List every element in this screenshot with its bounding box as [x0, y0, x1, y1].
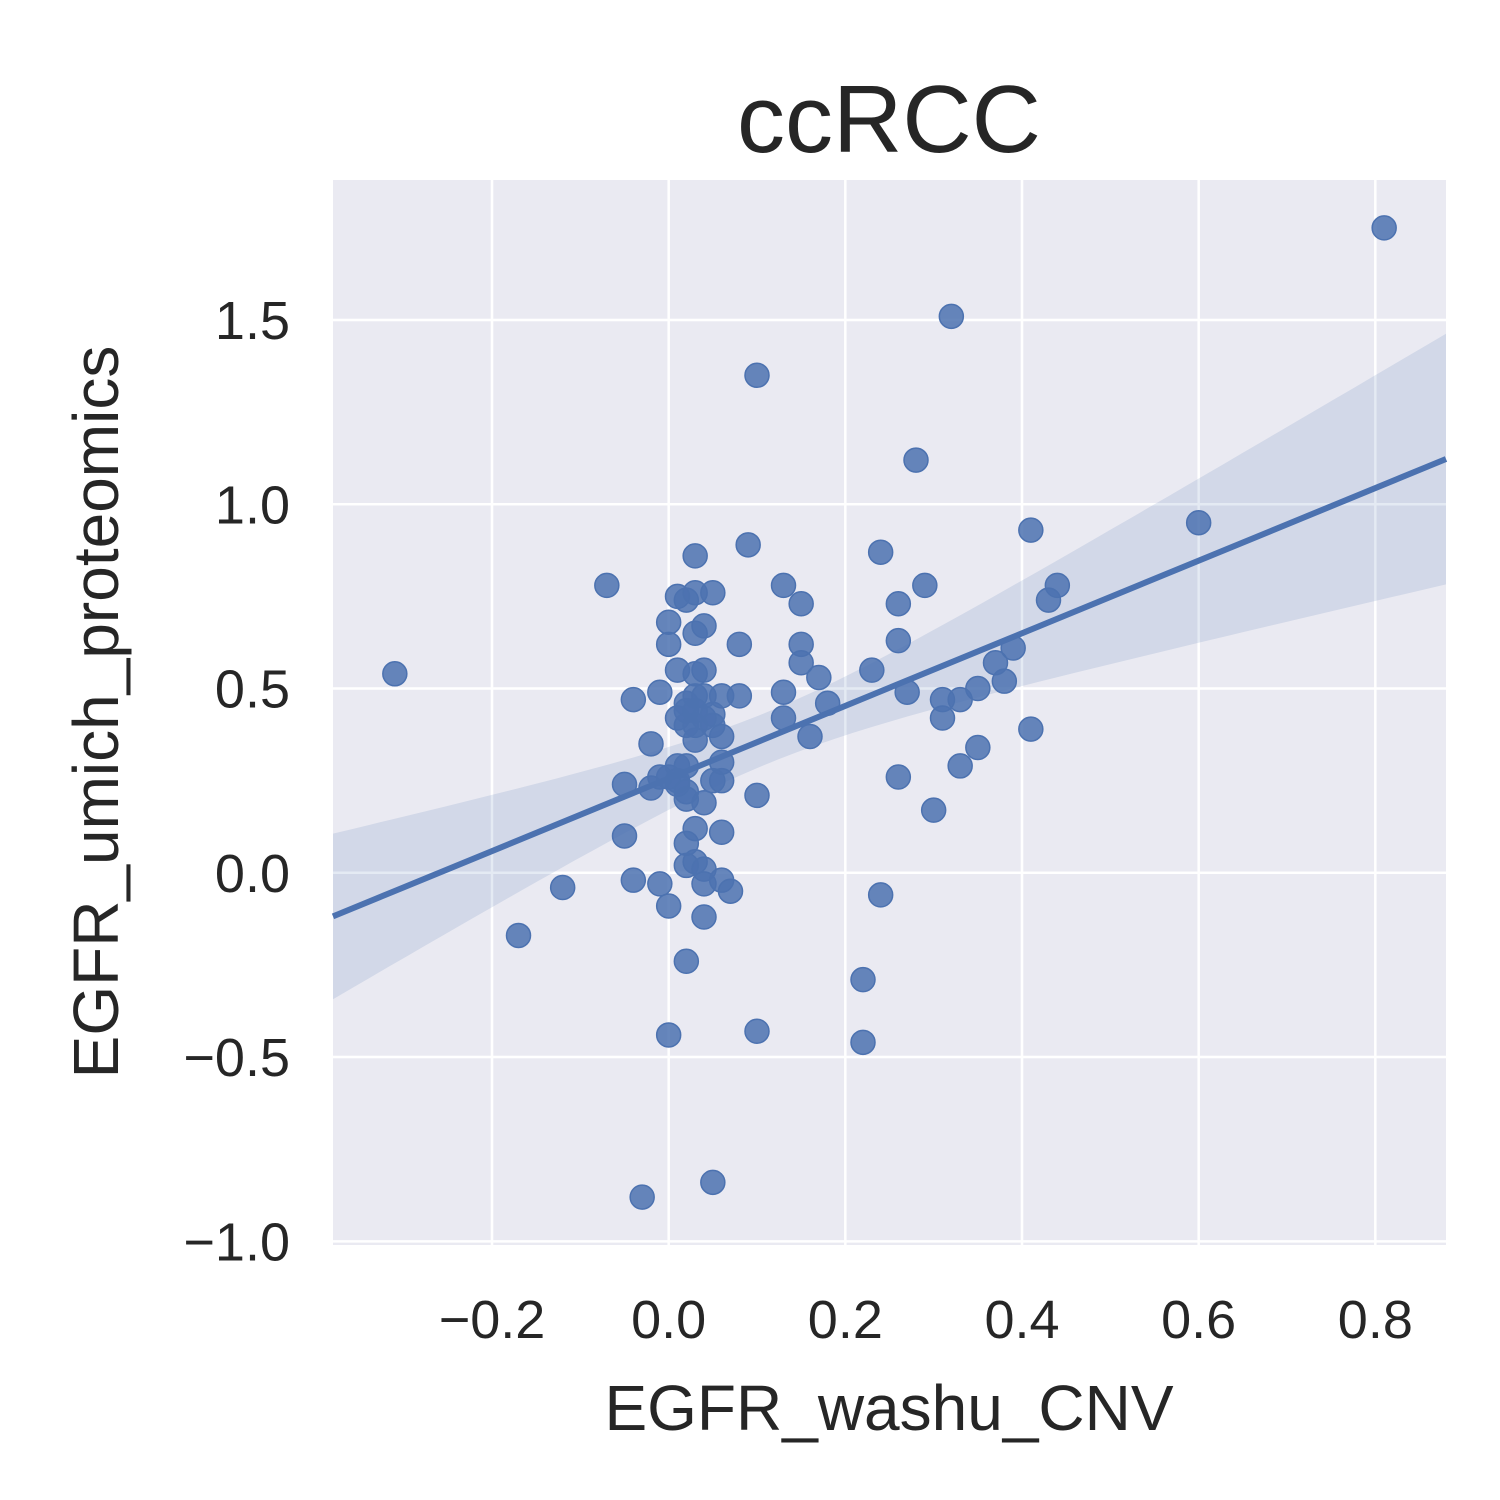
data-point [929, 705, 956, 731]
y-tick-label: 0.0 [215, 844, 290, 904]
data-point [505, 922, 532, 949]
data-point [814, 690, 841, 717]
data-point [673, 948, 700, 974]
data-point [691, 790, 717, 816]
data-point [797, 723, 823, 750]
data-point [850, 1029, 876, 1056]
data-point [806, 664, 832, 691]
data-point [655, 631, 682, 658]
data-point [655, 893, 682, 919]
x-tick-label: 0.6 [1161, 1290, 1236, 1350]
confidence-band [333, 333, 1446, 1000]
data-point [894, 679, 920, 705]
data-point [788, 650, 814, 676]
confidence-band-area [333, 333, 1446, 1000]
y-tick-labels: −1.0 −0.5 0.0 0.5 1.0 1.5 [183, 291, 290, 1272]
y-tick-label: −1.0 [183, 1212, 290, 1272]
data-point [735, 532, 761, 558]
data-point [726, 683, 753, 709]
data-point [1185, 509, 1212, 536]
data-point [1035, 587, 1062, 613]
data-point [885, 764, 912, 790]
x-tick-label: −0.2 [439, 1290, 546, 1350]
x-tick-label: 0.0 [631, 1290, 706, 1350]
data-point [655, 609, 682, 635]
data-point [620, 867, 647, 893]
data-point [708, 819, 735, 846]
data-point [673, 753, 700, 779]
data-point [594, 572, 620, 599]
data-point [744, 782, 770, 809]
data-point [867, 882, 894, 908]
data-point [885, 591, 912, 617]
data-point [700, 1169, 726, 1196]
data-point [947, 753, 973, 779]
data-point [1371, 215, 1397, 241]
y-tick-label: 1.5 [215, 291, 290, 351]
data-points [382, 215, 1397, 1210]
data-point [885, 627, 912, 654]
data-point [991, 668, 1018, 694]
data-point [611, 771, 638, 798]
data-point [965, 734, 991, 761]
data-point [629, 1184, 655, 1210]
data-point [850, 966, 876, 993]
data-point [682, 815, 708, 842]
data-point [938, 303, 965, 330]
data-point [903, 447, 929, 473]
chart-title: ccRCC [737, 66, 1041, 173]
data-point [1018, 517, 1044, 543]
y-tick-label: 0.5 [215, 660, 290, 720]
data-point [647, 679, 673, 705]
data-point [611, 823, 638, 849]
x-tick-label: 0.8 [1338, 1290, 1413, 1350]
x-tick-labels: −0.2 0.0 0.2 0.4 0.6 0.8 [439, 1290, 1413, 1350]
data-point [770, 705, 797, 731]
data-point [788, 591, 814, 617]
data-point [655, 1022, 682, 1048]
x-tick-label: 0.4 [984, 1290, 1059, 1350]
data-point [682, 543, 708, 569]
data-point [708, 723, 735, 750]
regression-line [331, 456, 1448, 920]
data-point [920, 797, 947, 823]
y-axis-label: EGFR_umich_proteomics [60, 346, 132, 1079]
regression-fit-line [331, 456, 1448, 920]
data-point [744, 362, 770, 389]
data-point [1000, 635, 1026, 661]
data-point [647, 871, 673, 897]
data-point [867, 539, 894, 565]
data-point [726, 631, 753, 658]
data-point [691, 613, 717, 639]
data-point [744, 1018, 770, 1045]
data-point [859, 657, 885, 683]
data-point [708, 767, 735, 794]
data-point [691, 657, 717, 683]
y-tick-label: 1.0 [215, 475, 290, 535]
data-point [912, 572, 938, 599]
x-axis-label: EGFR_washu_CNV [604, 1372, 1173, 1444]
data-point [1018, 716, 1044, 742]
data-point [965, 675, 991, 702]
data-point [638, 731, 664, 757]
plot-area [333, 180, 1446, 1245]
data-point [700, 579, 726, 606]
data-point [382, 661, 408, 687]
data-point [549, 874, 576, 901]
data-point [770, 679, 797, 705]
data-point [691, 904, 717, 930]
data-point [717, 878, 744, 904]
x-tick-label: 0.2 [808, 1290, 883, 1350]
y-tick-label: −0.5 [183, 1028, 290, 1088]
data-point [770, 572, 797, 599]
data-point [620, 686, 647, 713]
